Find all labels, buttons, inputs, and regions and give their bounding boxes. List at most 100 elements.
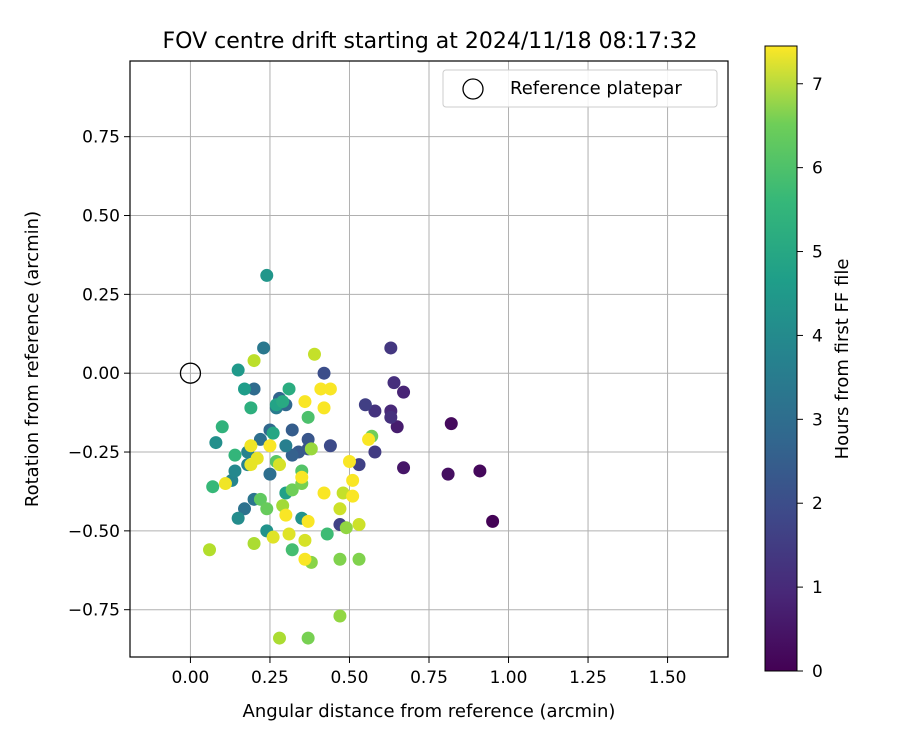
data-point bbox=[298, 552, 312, 566]
data-point bbox=[342, 454, 356, 468]
data-point bbox=[266, 426, 280, 440]
data-point bbox=[247, 354, 261, 368]
data-point bbox=[368, 445, 382, 459]
data-point bbox=[384, 410, 398, 424]
data-point bbox=[253, 492, 267, 506]
data-point bbox=[444, 417, 458, 431]
data-point bbox=[279, 508, 293, 522]
x-tick-label: 1.00 bbox=[490, 668, 528, 688]
data-point bbox=[231, 511, 245, 525]
chart-title: FOV centre drift starting at 2024/11/18 … bbox=[163, 29, 698, 54]
data-point bbox=[301, 514, 315, 528]
data-point bbox=[247, 536, 261, 550]
y-tick-label: 0.00 bbox=[82, 364, 120, 384]
data-point bbox=[295, 470, 309, 484]
data-point bbox=[314, 382, 328, 396]
data-point bbox=[346, 473, 360, 487]
data-point bbox=[206, 480, 220, 494]
colorbar-tick-label: 1 bbox=[812, 578, 823, 598]
data-point bbox=[307, 347, 321, 361]
data-point bbox=[298, 395, 312, 409]
data-point bbox=[323, 439, 337, 453]
data-point bbox=[390, 420, 404, 434]
data-point bbox=[384, 341, 398, 355]
data-point bbox=[285, 448, 299, 462]
data-point bbox=[215, 420, 229, 434]
data-point bbox=[317, 401, 331, 415]
x-axis-label: Angular distance from reference (arcmin) bbox=[243, 701, 616, 722]
x-tick-label: 0.25 bbox=[251, 668, 289, 688]
data-point bbox=[203, 543, 217, 557]
data-point bbox=[273, 458, 286, 472]
data-point bbox=[320, 527, 334, 541]
data-point bbox=[250, 451, 264, 465]
colorbar-ticks: 0 1 2 3 4 5 6 7 bbox=[797, 75, 823, 682]
data-point bbox=[266, 530, 280, 544]
data-point bbox=[238, 502, 252, 516]
y-axis-label: Rotation from reference (arcmin) bbox=[22, 211, 43, 507]
x-tick-label: 1.50 bbox=[649, 668, 687, 688]
data-point bbox=[260, 502, 274, 516]
y-tick-label: 0.50 bbox=[82, 207, 120, 227]
data-points bbox=[203, 268, 500, 645]
colorbar-tick-label: 2 bbox=[812, 494, 823, 514]
data-point bbox=[333, 502, 347, 516]
data-point bbox=[244, 439, 258, 453]
colorbar-tick-label: 6 bbox=[812, 159, 823, 179]
data-point bbox=[285, 483, 299, 497]
data-point bbox=[441, 467, 455, 481]
data-point bbox=[209, 436, 223, 450]
y-tick-label: −0.50 bbox=[68, 522, 120, 542]
data-point bbox=[260, 268, 274, 282]
reference-marker-layer bbox=[179, 362, 202, 384]
y-tick-label: −0.25 bbox=[68, 443, 120, 463]
legend-box bbox=[442, 69, 718, 108]
colorbar-tick-label: 0 bbox=[812, 662, 823, 682]
data-point bbox=[231, 363, 245, 377]
data-point bbox=[273, 631, 286, 645]
y-tick-label: 0.75 bbox=[82, 128, 120, 148]
data-point bbox=[486, 514, 500, 528]
colorbar-gradient bbox=[764, 45, 798, 672]
data-point bbox=[253, 432, 267, 446]
data-point bbox=[276, 395, 290, 409]
colorbar-tick-label: 3 bbox=[812, 410, 823, 430]
legend-label: Reference platepar bbox=[510, 78, 682, 99]
data-point bbox=[263, 467, 277, 481]
colorbar-tick-label: 5 bbox=[812, 243, 823, 263]
data-point bbox=[263, 439, 277, 453]
colorbar-tick-label: 4 bbox=[812, 326, 823, 346]
legend-marker-icon bbox=[462, 78, 484, 100]
data-point bbox=[397, 461, 411, 475]
data-point bbox=[228, 448, 242, 462]
data-point bbox=[301, 410, 315, 424]
x-tick-label: 0.75 bbox=[410, 668, 448, 688]
data-point bbox=[282, 382, 296, 396]
data-point bbox=[352, 518, 366, 532]
data-point bbox=[339, 521, 353, 535]
data-point bbox=[285, 423, 299, 437]
data-point bbox=[285, 543, 299, 557]
data-point bbox=[346, 489, 360, 503]
data-point bbox=[473, 464, 487, 478]
reference-platepar-marker bbox=[179, 362, 202, 384]
data-point bbox=[317, 486, 331, 500]
y-tick-label: −0.75 bbox=[68, 601, 120, 621]
data-point bbox=[333, 609, 347, 623]
x-tick-label: 1.25 bbox=[569, 668, 607, 688]
legend: Reference platepar bbox=[442, 69, 718, 108]
x-tick-label: 0.50 bbox=[331, 668, 369, 688]
data-point bbox=[238, 382, 252, 396]
data-point bbox=[301, 631, 315, 645]
data-point bbox=[228, 464, 242, 478]
data-point bbox=[362, 432, 376, 446]
data-point bbox=[247, 382, 261, 396]
data-point bbox=[304, 442, 318, 456]
colorbar-tick-label: 7 bbox=[812, 75, 823, 95]
data-point bbox=[333, 552, 347, 566]
y-tick-label: 0.25 bbox=[82, 285, 120, 305]
grid-lines bbox=[130, 61, 728, 657]
data-point bbox=[397, 385, 411, 399]
plot-frame bbox=[129, 60, 729, 658]
